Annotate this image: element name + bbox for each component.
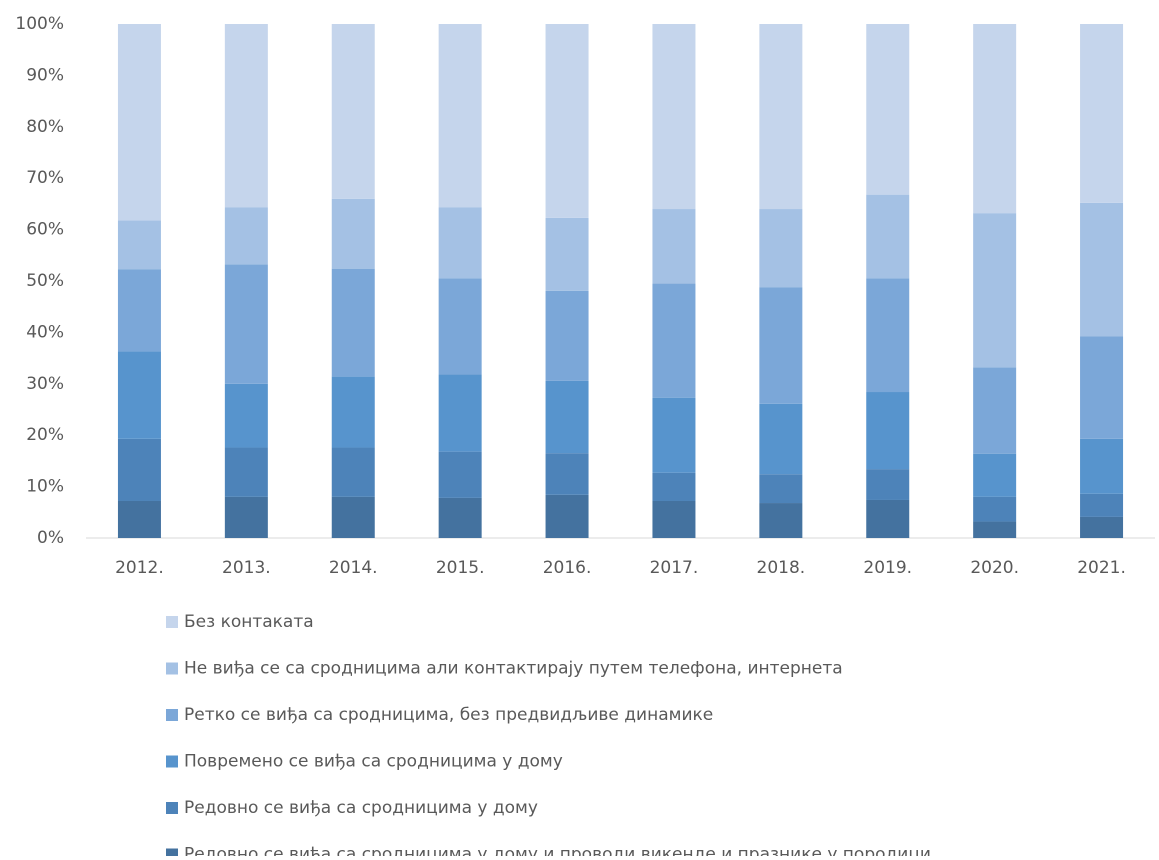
x-tick-label: 2021. (1077, 558, 1126, 578)
bar-segment (545, 380, 589, 454)
bar-segment (224, 264, 268, 384)
bar-segment (438, 497, 482, 538)
bar-segment (331, 447, 375, 497)
bar-segment (973, 496, 1017, 522)
legend-swatch (166, 848, 178, 860)
bar-segment (117, 220, 161, 270)
y-tick-label: 30% (26, 374, 64, 394)
y-tick-label: 80% (26, 117, 64, 137)
bar-segment (117, 351, 161, 439)
bar-segment (973, 367, 1017, 454)
bar-segment (331, 198, 375, 269)
bar-segment (117, 24, 161, 221)
legend-swatch (166, 755, 178, 768)
bar-segment (866, 499, 910, 538)
legend-swatch (166, 616, 178, 628)
bar-segment (973, 213, 1017, 368)
x-tick-label: 2015. (436, 558, 485, 578)
y-tick-label: 70% (26, 168, 64, 188)
bar-segment (866, 392, 910, 470)
bar-segment (1080, 24, 1124, 203)
bar-segment (1080, 336, 1124, 439)
bar-segment (117, 500, 161, 538)
bar-segment (1080, 493, 1124, 517)
bar-segment (331, 24, 375, 199)
bar-segment (866, 194, 910, 279)
bar-segment (331, 268, 375, 377)
bar-segment (224, 447, 268, 497)
x-tick-label: 2014. (329, 558, 378, 578)
bar-segment (545, 217, 589, 291)
y-tick-label: 10% (26, 477, 64, 497)
x-tick-label: 2020. (970, 558, 1019, 578)
bar-segment (331, 376, 375, 448)
bar-segment (652, 397, 696, 473)
bar-segment (973, 24, 1017, 214)
bar-segment (438, 278, 482, 375)
y-tick-label: 0% (37, 528, 64, 548)
legend-label: Редовно се виђа са сродницима у дому и п… (184, 845, 931, 857)
y-tick-label: 40% (26, 322, 64, 342)
legend-label: Редовно се виђа са сродницима у дому (184, 798, 538, 818)
bar-segment (545, 24, 589, 218)
bar-segment (1080, 438, 1124, 494)
bar-segment (652, 500, 696, 538)
legend-label: Повремено се виђа са сродницима у дому (184, 752, 563, 772)
bar-segment (652, 209, 696, 284)
bar-segment (224, 383, 268, 448)
y-tick-label: 20% (26, 425, 64, 445)
x-tick-label: 2019. (863, 558, 912, 578)
x-tick-label: 2017. (650, 558, 699, 578)
legend-label: Не виђа се са сродницима али контактирај… (184, 659, 843, 679)
x-tick-label: 2012. (115, 558, 164, 578)
bar-segment (866, 24, 910, 195)
bar-segment (545, 453, 589, 495)
legend-swatch (166, 709, 178, 721)
bar-segment (652, 283, 696, 398)
bar-segment (224, 207, 268, 265)
bar-segment (224, 24, 268, 208)
bar-segment (652, 472, 696, 501)
bar-segment (1080, 202, 1124, 337)
bar-segment (224, 496, 268, 538)
y-tick-label: 60% (26, 220, 64, 240)
bar-segment (759, 24, 803, 210)
bar-segment (117, 438, 161, 501)
bar-segment (759, 474, 803, 504)
legend-swatch (166, 662, 178, 675)
bar-segment (759, 209, 803, 288)
bar-segment (545, 290, 589, 381)
y-tick-label: 90% (26, 65, 64, 85)
bar-segment (438, 207, 482, 279)
x-tick-label: 2018. (757, 558, 806, 578)
x-tick-label: 2016. (543, 558, 592, 578)
bar-segment (866, 278, 910, 393)
bar-segment (759, 287, 803, 404)
bar-segment (866, 469, 910, 500)
x-tick-label: 2013. (222, 558, 271, 578)
bar-segment (438, 374, 482, 452)
bar-segment (438, 451, 482, 498)
bar-segment (652, 24, 696, 210)
y-tick-label: 100% (15, 14, 64, 34)
legend-label: Без контаката (184, 612, 314, 632)
bar-segment (759, 403, 803, 475)
legend-label: Ретко се виђа са сродницима, без предвид… (184, 705, 713, 725)
bar-segment (545, 494, 589, 538)
bar-segment (1080, 516, 1124, 538)
y-tick-label: 50% (26, 271, 64, 291)
bar-segment (759, 503, 803, 538)
bar-segment (438, 24, 482, 208)
bar-segment (973, 521, 1017, 538)
bar-segment (117, 269, 161, 352)
bar-segment (973, 453, 1017, 497)
legend-swatch (166, 802, 178, 814)
bar-segment (331, 496, 375, 538)
